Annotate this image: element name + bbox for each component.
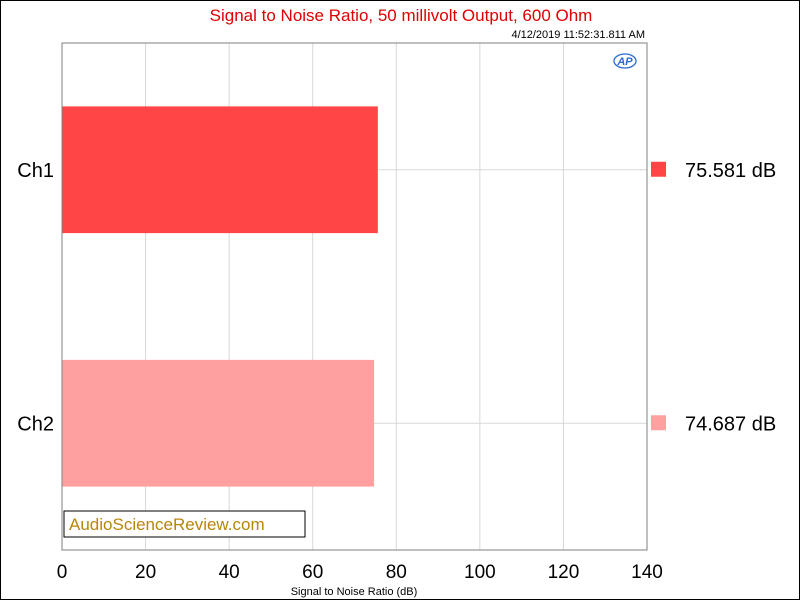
plot-border (61, 42, 648, 551)
x-tick-label: 140 (631, 562, 663, 583)
x-tick-label: 80 (386, 562, 407, 583)
legend-swatch (651, 415, 666, 431)
y-tick-label: Ch1 (17, 160, 54, 182)
ap-logo-icon (613, 53, 637, 69)
x-tick-label: 120 (548, 562, 580, 583)
value-readout: 74.687 dB (685, 413, 776, 435)
x-tick-label: 20 (135, 562, 156, 583)
ap-logo-text: AP (616, 56, 633, 68)
bar-ch1 (62, 106, 378, 234)
bar-ch2 (62, 359, 375, 487)
x-tick-label: 60 (302, 562, 323, 583)
x-tick-label: 100 (464, 562, 496, 583)
watermark-text: AudioScienceReview.com (69, 515, 265, 534)
value-readout: 75.581 dB (685, 160, 776, 182)
x-axis-label: Signal to Noise Ratio (dB) (291, 586, 418, 598)
x-tick-label: 40 (219, 562, 240, 583)
watermark-box (63, 510, 306, 538)
chart-title: Signal to Noise Ratio, 50 millivolt Outp… (210, 6, 593, 25)
legend-swatch (651, 161, 666, 177)
x-tick-label: 0 (57, 562, 68, 583)
y-tick-label: Ch2 (17, 413, 54, 435)
timestamp: 4/12/2019 11:52:31.811 AM (511, 29, 645, 41)
